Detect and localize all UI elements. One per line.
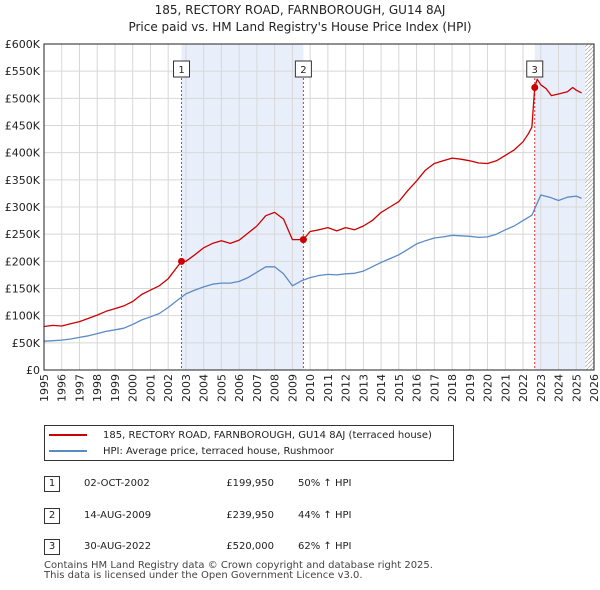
legend-label-property: 185, RECTORY ROAD, FARNBOROUGH, GU14 8AJ… bbox=[103, 430, 432, 441]
x-tick-label: 2004 bbox=[198, 374, 211, 402]
x-tick-label: 2017 bbox=[428, 374, 441, 402]
y-tick-label: £300K bbox=[5, 201, 41, 214]
footer-line-2: This data is licensed under the Open Gov… bbox=[44, 570, 363, 581]
footer-line-1: Contains HM Land Registry data © Crown c… bbox=[44, 560, 433, 571]
x-tick-label: 2020 bbox=[482, 374, 495, 402]
x-tick-label: 2014 bbox=[375, 374, 388, 402]
x-tick-label: 2011 bbox=[322, 374, 335, 402]
y-tick-label: £200K bbox=[5, 255, 41, 268]
property-price-line bbox=[43, 78, 582, 328]
x-tick-label: 2003 bbox=[180, 374, 193, 402]
sale-price: £520,000 bbox=[226, 541, 274, 552]
x-tick-label: 2005 bbox=[215, 374, 228, 402]
legend-swatch-hpi bbox=[49, 450, 87, 452]
sale-badge: 3 bbox=[44, 539, 60, 555]
x-tick-label: 2016 bbox=[411, 374, 424, 402]
sale-date: 14-AUG-2009 bbox=[84, 510, 152, 521]
sale-label: 2 bbox=[300, 65, 306, 76]
table-row: 2 14-AUG-2009 £239,950 44% ↑ HPI bbox=[44, 506, 444, 528]
chart-subtitle: Price paid vs. HM Land Registry's House … bbox=[128, 20, 472, 34]
hpi-line bbox=[43, 194, 582, 342]
x-tick-label: 2002 bbox=[162, 374, 175, 402]
x-tick-label: 2010 bbox=[304, 374, 317, 402]
x-tick-label: 2000 bbox=[127, 374, 140, 402]
sale-point bbox=[299, 236, 307, 244]
x-tick-label: 2012 bbox=[340, 374, 353, 402]
x-tick-label: 2007 bbox=[251, 374, 264, 402]
x-tick-label: 2022 bbox=[517, 374, 530, 402]
y-tick-label: £350K bbox=[5, 174, 41, 187]
legend-swatch-property bbox=[49, 434, 87, 436]
x-tick-label: 2001 bbox=[144, 374, 157, 402]
x-tick-label: 2023 bbox=[535, 374, 548, 402]
sale-date: 02-OCT-2002 bbox=[84, 478, 150, 489]
x-tick-label: 1995 bbox=[38, 374, 51, 402]
x-tick-label: 2006 bbox=[233, 374, 246, 402]
y-tick-label: £400K bbox=[5, 147, 41, 160]
y-tick-label: £0 bbox=[26, 364, 40, 377]
sale-point bbox=[178, 257, 185, 265]
x-tick-label: 2019 bbox=[464, 374, 477, 402]
y-tick-label: £550K bbox=[5, 65, 41, 78]
x-tick-label: 2026 bbox=[588, 374, 600, 402]
table-row: 1 02-OCT-2002 £199,950 50% ↑ HPI bbox=[44, 474, 444, 496]
sale-label-box bbox=[526, 60, 544, 78]
x-tick-label: 2021 bbox=[499, 374, 512, 402]
x-tick-label: 2009 bbox=[286, 374, 299, 402]
y-tick-label: £100K bbox=[5, 310, 41, 323]
y-tick-label: £450K bbox=[5, 120, 41, 133]
y-tick-label: £600K bbox=[5, 38, 41, 51]
sale-hpi-diff: 44% ↑ HPI bbox=[298, 510, 352, 521]
footer: Contains HM Land Registry data © Crown c… bbox=[44, 561, 433, 581]
y-tick-label: £50K bbox=[12, 337, 41, 350]
sale-hpi-diff: 62% ↑ HPI bbox=[298, 541, 352, 552]
sale-date: 30-AUG-2022 bbox=[84, 541, 152, 552]
y-tick-label: £250K bbox=[5, 228, 41, 241]
sale-point bbox=[531, 83, 539, 91]
x-tick-label: 2018 bbox=[446, 374, 459, 402]
chart-legend: 185, RECTORY ROAD, FARNBOROUGH, GU14 8AJ… bbox=[44, 425, 454, 461]
x-tick-label: 1996 bbox=[56, 374, 69, 402]
x-tick-label: 2015 bbox=[393, 374, 406, 402]
sale-label-box bbox=[294, 60, 312, 78]
x-tick-label: 2008 bbox=[269, 374, 282, 402]
table-row: 3 30-AUG-2022 £520,000 62% ↑ HPI bbox=[44, 537, 444, 559]
legend-item-hpi: HPI: Average price, terraced house, Rush… bbox=[49, 444, 334, 460]
sale-label: 1 bbox=[178, 65, 184, 76]
legend-item-property: 185, RECTORY ROAD, FARNBOROUGH, GU14 8AJ… bbox=[49, 428, 432, 444]
sale-price: £199,950 bbox=[226, 478, 274, 489]
y-tick-label: £150K bbox=[5, 283, 41, 296]
x-tick-label: 2025 bbox=[570, 374, 583, 402]
legend-label-hpi: HPI: Average price, terraced house, Rush… bbox=[103, 446, 334, 457]
x-tick-label: 1999 bbox=[109, 374, 122, 402]
x-tick-label: 1998 bbox=[91, 374, 104, 402]
y-tick-label: £500K bbox=[5, 92, 41, 105]
price-chart: 1 2 3 £0 £50K £100K £150K £200K £250K £300K £350K… bbox=[5, 38, 600, 402]
x-tick-label: 2013 bbox=[357, 374, 370, 402]
x-tick-label: 2024 bbox=[553, 374, 566, 402]
x-tick-label: 1997 bbox=[73, 374, 86, 402]
chart-title: 185, RECTORY ROAD, FARNBOROUGH, GU14 8AJ bbox=[154, 3, 446, 17]
sale-badge: 1 bbox=[44, 476, 60, 492]
sale-label: 3 bbox=[532, 65, 538, 76]
sale-label-box bbox=[173, 60, 190, 78]
sale-badge: 2 bbox=[44, 508, 60, 524]
sale-price: £239,950 bbox=[226, 510, 274, 521]
plot-frame bbox=[43, 43, 595, 371]
sale-hpi-diff: 50% ↑ HPI bbox=[298, 478, 352, 489]
